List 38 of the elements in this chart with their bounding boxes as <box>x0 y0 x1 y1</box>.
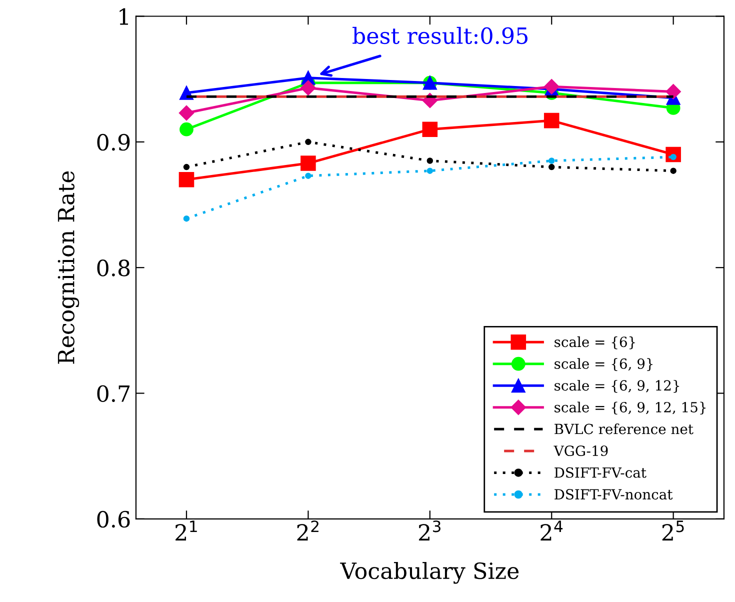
y-axis-title: Recognition Rate <box>58 171 80 364</box>
annotation: best result:0.95 <box>352 26 528 44</box>
x-tick-label: 2$^{5}$ <box>662 520 684 541</box>
legend-label: DSIFT-FV-noncat <box>554 489 673 500</box>
legend-label: scale = {6, 9} <box>554 358 653 371</box>
y-tick-label: 0.8 <box>97 260 130 276</box>
point <box>422 122 438 137</box>
y-tick-label: 1 <box>120 8 128 25</box>
x-tick-label: 2$^{1}$ <box>176 520 197 541</box>
point <box>426 168 434 174</box>
legend-label: scale = {6, 9, 12, 15} <box>554 402 706 415</box>
legend-label: DSIFT-FV-cat <box>554 467 646 478</box>
point <box>305 138 312 146</box>
legend-label: scale = {6} <box>554 336 635 350</box>
point <box>300 80 316 96</box>
point <box>300 156 316 171</box>
point <box>544 112 560 128</box>
point <box>305 172 312 179</box>
point <box>426 158 434 164</box>
point <box>548 164 555 170</box>
y-tick-label: 0.7 <box>97 385 130 402</box>
point <box>178 172 194 188</box>
x-tick-label: 2$^{3}$ <box>418 520 440 540</box>
point <box>183 215 190 222</box>
x-axis-title: Vocabulary Size <box>340 562 519 584</box>
point <box>178 105 194 121</box>
point <box>548 158 555 164</box>
point <box>183 164 190 170</box>
point <box>180 122 194 136</box>
x-tick-label: 2$^{2}$ <box>297 520 318 540</box>
y-tick-label: 0.9 <box>97 134 130 151</box>
point <box>666 84 681 100</box>
point <box>670 168 676 174</box>
legend-label: VGG-19 <box>554 446 608 456</box>
y-tick-label: 0.6 <box>97 510 130 528</box>
legend-label: BVLC reference net <box>554 423 694 434</box>
x-tick-label: 2$^{4}$ <box>540 520 563 541</box>
legend-label: scale = {6, 9, 12} <box>554 380 680 393</box>
